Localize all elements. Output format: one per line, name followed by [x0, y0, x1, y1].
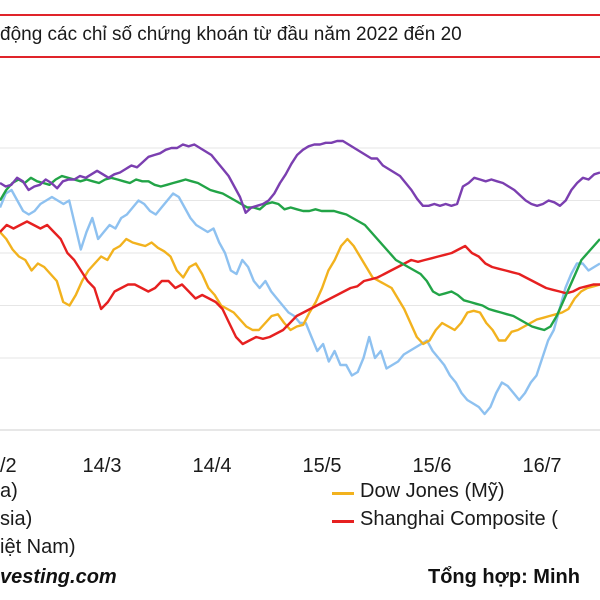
credit-label: Tổng hợp: Minh: [428, 566, 580, 588]
series-lines: [0, 139, 600, 416]
title-frame: [0, 14, 600, 58]
legend-label: iệt Nam): [0, 536, 76, 558]
legend-label: Dow Jones (Mỹ): [360, 480, 505, 502]
x-tick-label: /2: [0, 455, 17, 477]
legend-label: Shanghai Composite (: [360, 508, 558, 530]
x-tick-label: 15/6: [413, 455, 452, 477]
source-label: vesting.com: [0, 566, 117, 588]
series-line-0: [0, 139, 600, 215]
x-tick-label: 14/3: [83, 455, 122, 477]
chart-title: động các chỉ số chứng khoán từ đầu năm 2…: [0, 24, 462, 45]
x-tick-label: 14/4: [193, 455, 232, 477]
legend-swatch: [332, 520, 354, 523]
series-line-4: [0, 220, 600, 346]
legend-label: a): [0, 480, 18, 502]
x-tick-label: 16/7: [523, 455, 562, 477]
series-line-1: [0, 188, 600, 416]
legend-swatch: [332, 492, 354, 495]
legend-label: sia): [0, 508, 33, 530]
series-line-2: [0, 174, 600, 332]
x-axis-ticks: /2 14/3 14/4 15/5 15/6 16/7: [0, 455, 561, 477]
x-tick-label: 15/5: [303, 455, 342, 477]
series-line-3: [0, 231, 600, 346]
